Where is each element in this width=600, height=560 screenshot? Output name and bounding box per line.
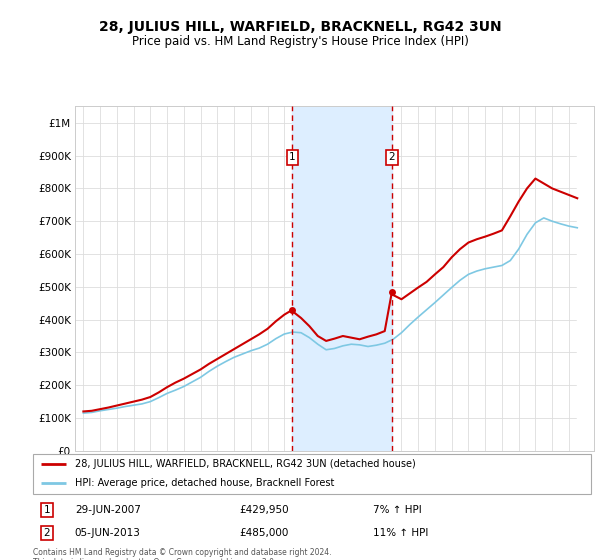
Text: 28, JULIUS HILL, WARFIELD, BRACKNELL, RG42 3UN: 28, JULIUS HILL, WARFIELD, BRACKNELL, RG…: [98, 20, 502, 34]
Text: £429,950: £429,950: [239, 505, 289, 515]
Text: 2: 2: [44, 528, 50, 538]
Text: Contains HM Land Registry data © Crown copyright and database right 2024.
This d: Contains HM Land Registry data © Crown c…: [33, 548, 331, 560]
Text: 28, JULIUS HILL, WARFIELD, BRACKNELL, RG42 3UN (detached house): 28, JULIUS HILL, WARFIELD, BRACKNELL, RG…: [75, 460, 416, 469]
Text: 05-JUN-2013: 05-JUN-2013: [75, 528, 141, 538]
FancyBboxPatch shape: [33, 454, 591, 494]
Text: 1: 1: [289, 152, 296, 162]
Text: 1: 1: [44, 505, 50, 515]
Text: £485,000: £485,000: [239, 528, 289, 538]
Text: 29-JUN-2007: 29-JUN-2007: [75, 505, 141, 515]
Bar: [292, 106, 392, 451]
Text: HPI: Average price, detached house, Bracknell Forest: HPI: Average price, detached house, Brac…: [75, 478, 334, 488]
Text: 7% ↑ HPI: 7% ↑ HPI: [373, 505, 422, 515]
Text: Price paid vs. HM Land Registry's House Price Index (HPI): Price paid vs. HM Land Registry's House …: [131, 35, 469, 48]
Bar: [577, 106, 594, 451]
Text: 11% ↑ HPI: 11% ↑ HPI: [373, 528, 429, 538]
Text: 2: 2: [389, 152, 395, 162]
